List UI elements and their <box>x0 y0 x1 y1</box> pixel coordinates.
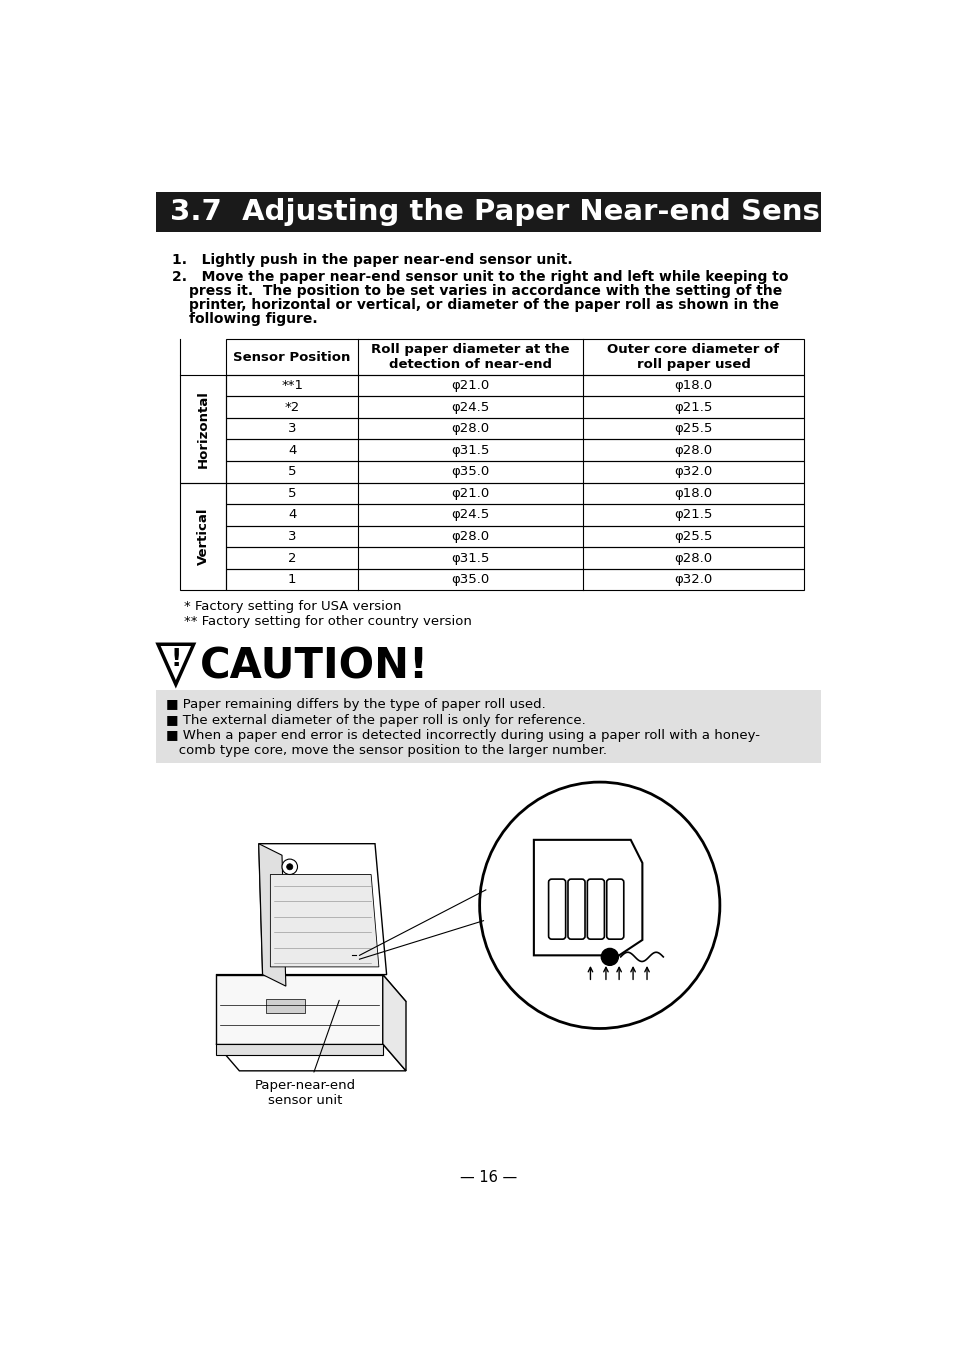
FancyBboxPatch shape <box>587 879 604 940</box>
Polygon shape <box>216 1044 382 1056</box>
Text: φ21.0: φ21.0 <box>451 487 489 500</box>
Text: φ24.5: φ24.5 <box>451 400 489 414</box>
Text: 3: 3 <box>288 422 296 435</box>
Text: 4: 4 <box>288 443 296 457</box>
Polygon shape <box>158 645 193 684</box>
Polygon shape <box>216 1044 406 1071</box>
Circle shape <box>282 859 297 875</box>
FancyBboxPatch shape <box>567 879 584 940</box>
Text: φ21.0: φ21.0 <box>451 379 489 392</box>
Text: following figure.: following figure. <box>189 311 317 326</box>
Text: φ25.5: φ25.5 <box>674 422 712 435</box>
Text: 1.   Lightly push in the paper near-end sensor unit.: 1. Lightly push in the paper near-end se… <box>172 253 572 268</box>
Polygon shape <box>216 975 382 1044</box>
Text: φ28.0: φ28.0 <box>674 552 712 565</box>
Bar <box>179 483 226 591</box>
Text: CAUTION!: CAUTION! <box>199 646 429 688</box>
Bar <box>226 504 803 526</box>
Ellipse shape <box>479 781 720 1029</box>
FancyBboxPatch shape <box>606 879 623 940</box>
Bar <box>226 418 803 439</box>
Text: 3: 3 <box>288 530 296 544</box>
Text: φ28.0: φ28.0 <box>451 530 489 544</box>
Bar <box>226 439 803 461</box>
Text: φ35.0: φ35.0 <box>451 573 489 585</box>
Bar <box>226 396 803 418</box>
Text: Vertical: Vertical <box>196 508 210 565</box>
FancyBboxPatch shape <box>548 879 565 940</box>
Text: 1: 1 <box>288 573 296 585</box>
Text: Roll paper diameter at the
detection of near-end: Roll paper diameter at the detection of … <box>371 343 569 370</box>
Text: **1: **1 <box>281 379 303 392</box>
Circle shape <box>286 864 293 869</box>
Text: 2.   Move the paper near-end sensor unit to the right and left while keeping to: 2. Move the paper near-end sensor unit t… <box>172 270 787 284</box>
Text: φ31.5: φ31.5 <box>451 552 489 565</box>
Circle shape <box>600 948 618 965</box>
Bar <box>226 526 803 548</box>
Text: φ18.0: φ18.0 <box>674 487 712 500</box>
Text: φ28.0: φ28.0 <box>451 422 489 435</box>
Polygon shape <box>534 840 641 956</box>
Text: φ25.5: φ25.5 <box>674 530 712 544</box>
Text: Paper-near-end
sensor unit: Paper-near-end sensor unit <box>254 1079 355 1106</box>
Text: !: ! <box>170 648 181 672</box>
Text: ■ The external diameter of the paper roll is only for reference.: ■ The external diameter of the paper rol… <box>166 714 585 726</box>
Text: comb type core, move the sensor position to the larger number.: comb type core, move the sensor position… <box>166 745 606 757</box>
Text: Horizontal: Horizontal <box>196 389 210 468</box>
Polygon shape <box>216 975 406 1002</box>
Text: press it.  The position to be set varies in accordance with the setting of the: press it. The position to be set varies … <box>189 284 781 297</box>
Bar <box>226 461 803 483</box>
Text: 5: 5 <box>288 465 296 479</box>
Text: ■ Paper remaining differs by the type of paper roll used.: ■ Paper remaining differs by the type of… <box>166 698 545 711</box>
Polygon shape <box>258 844 286 986</box>
Bar <box>226 483 803 504</box>
Text: ■ When a paper end error is detected incorrectly during using a paper roll with : ■ When a paper end error is detected inc… <box>166 729 759 742</box>
Text: φ24.5: φ24.5 <box>451 508 489 522</box>
Bar <box>156 192 821 231</box>
Bar <box>226 375 803 396</box>
Text: φ21.5: φ21.5 <box>674 508 712 522</box>
Text: Sensor Position: Sensor Position <box>233 350 351 364</box>
Text: φ35.0: φ35.0 <box>451 465 489 479</box>
Text: * Factory setting for USA version: * Factory setting for USA version <box>183 599 400 612</box>
Text: 3.7  Adjusting the Paper Near-end Sensor: 3.7 Adjusting the Paper Near-end Sensor <box>171 197 854 226</box>
Bar <box>266 999 305 1013</box>
Polygon shape <box>258 844 386 975</box>
Text: ** Factory setting for other country version: ** Factory setting for other country ver… <box>183 615 471 627</box>
Text: 5: 5 <box>288 487 296 500</box>
Text: printer, horizontal or vertical, or diameter of the paper roll as shown in the: printer, horizontal or vertical, or diam… <box>189 297 779 312</box>
Text: 2: 2 <box>288 552 296 565</box>
Text: φ18.0: φ18.0 <box>674 379 712 392</box>
Text: — 16 —: — 16 — <box>459 1169 517 1184</box>
Text: φ32.0: φ32.0 <box>674 465 712 479</box>
Bar <box>226 569 803 591</box>
Bar <box>226 339 803 375</box>
Bar <box>156 691 821 763</box>
Text: φ31.5: φ31.5 <box>451 443 489 457</box>
Polygon shape <box>270 875 378 967</box>
Text: φ21.5: φ21.5 <box>674 400 712 414</box>
Bar <box>226 548 803 569</box>
Text: *2: *2 <box>284 400 299 414</box>
Polygon shape <box>382 975 406 1071</box>
Text: Outer core diameter of
roll paper used: Outer core diameter of roll paper used <box>607 343 779 370</box>
Bar <box>179 375 226 483</box>
Text: φ28.0: φ28.0 <box>674 443 712 457</box>
Text: 4: 4 <box>288 508 296 522</box>
Text: φ32.0: φ32.0 <box>674 573 712 585</box>
